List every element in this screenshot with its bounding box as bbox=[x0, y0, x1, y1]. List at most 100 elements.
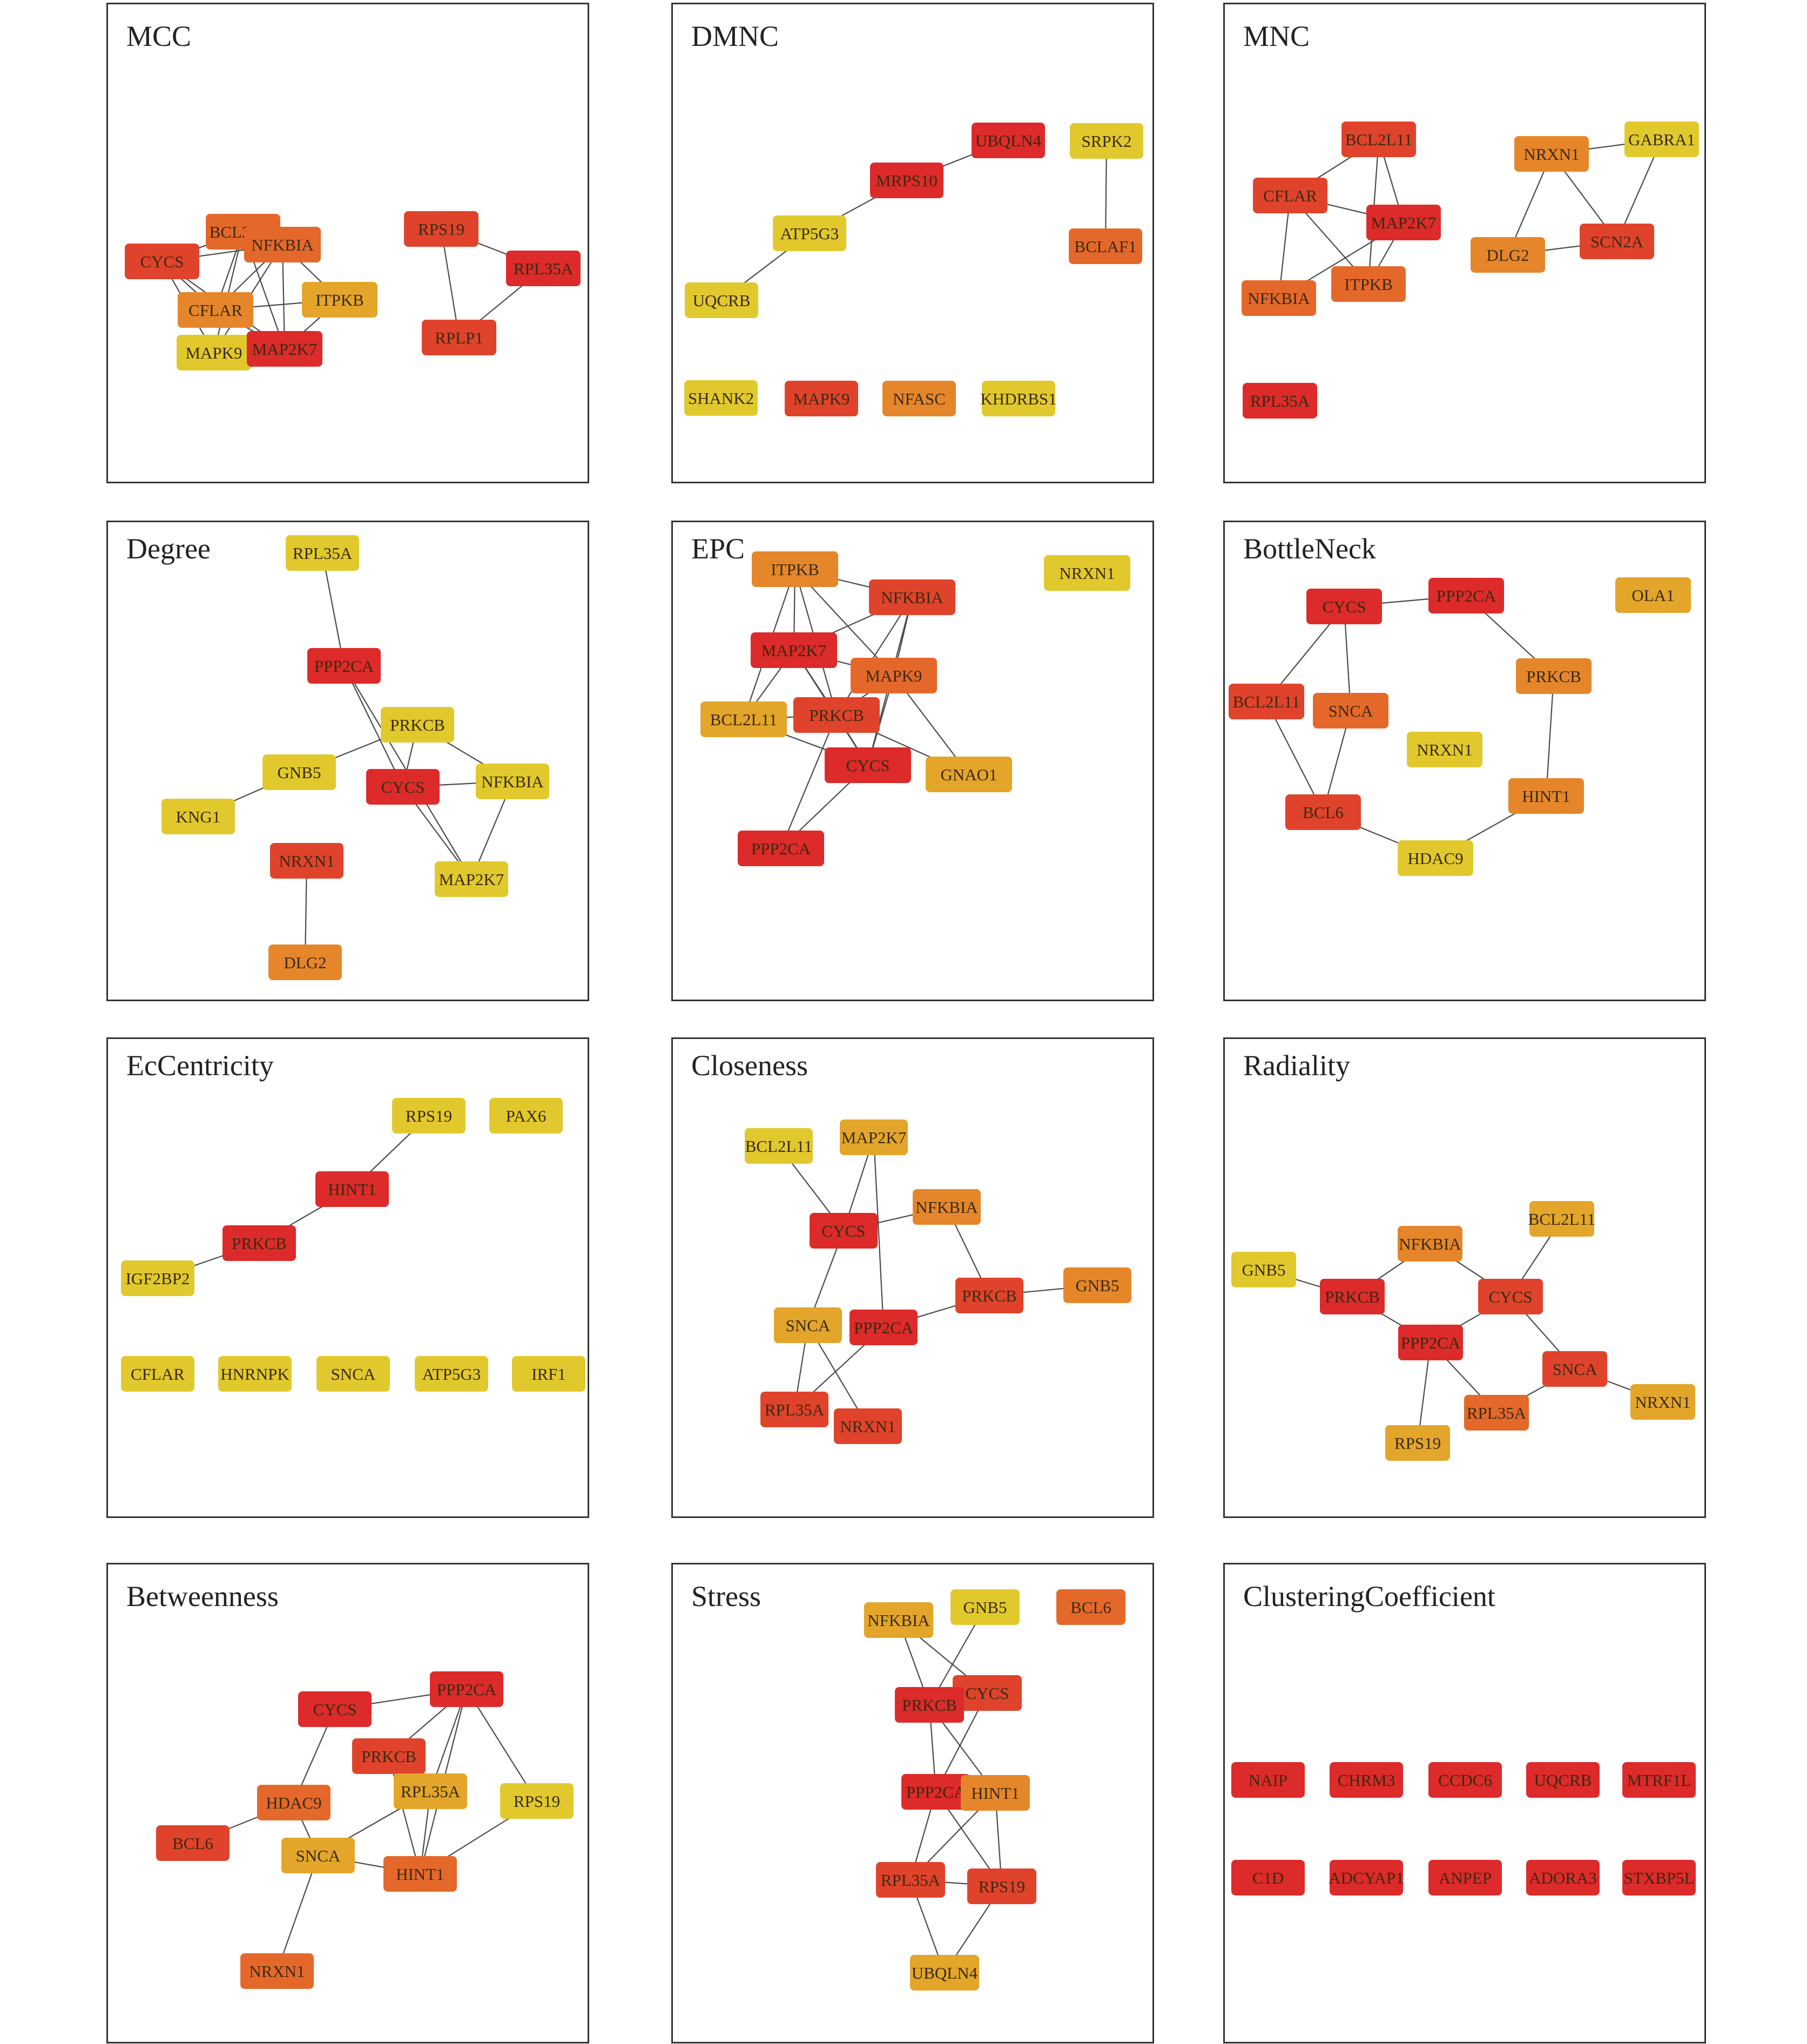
node-ccdc6[interactable]: CCDC6 bbox=[1428, 1762, 1502, 1798]
node-rpl35a[interactable]: RPL35A bbox=[876, 1862, 945, 1898]
node-snca[interactable]: SNCA bbox=[774, 1307, 842, 1343]
node-rps19[interactable]: RPS19 bbox=[1385, 1425, 1450, 1461]
node-prkcb[interactable]: PRKCB bbox=[1516, 658, 1592, 694]
node-irf1[interactable]: IRF1 bbox=[512, 1356, 585, 1392]
node-prkcb[interactable]: PRKCB bbox=[955, 1278, 1023, 1313]
node-rpl35a[interactable]: RPL35A bbox=[1243, 383, 1317, 419]
node-cycs[interactable]: CYCS bbox=[366, 769, 440, 805]
node-cflar[interactable]: CFLAR bbox=[1253, 178, 1327, 213]
node-ppp2ca[interactable]: PPP2CA bbox=[901, 1774, 970, 1810]
node-pax6[interactable]: PAX6 bbox=[489, 1098, 563, 1134]
node-nrxn1[interactable]: NRXN1 bbox=[834, 1408, 902, 1444]
node-snca[interactable]: SNCA bbox=[316, 1356, 390, 1392]
node-hdac9[interactable]: HDAC9 bbox=[257, 1785, 331, 1820]
node-nfkbia[interactable]: NFKBIA bbox=[864, 1602, 933, 1638]
node-adcyap1[interactable]: ADCYAP1 bbox=[1329, 1860, 1404, 1895]
node-cflar[interactable]: CFLAR bbox=[178, 292, 253, 328]
node-bcl6[interactable]: BCL6 bbox=[1285, 794, 1361, 830]
node-gabra1[interactable]: GABRA1 bbox=[1624, 122, 1699, 157]
node-kng1[interactable]: KNG1 bbox=[161, 799, 235, 834]
node-dlg2[interactable]: DLG2 bbox=[1471, 237, 1545, 273]
node-dlg2[interactable]: DLG2 bbox=[268, 945, 342, 980]
node-hint1[interactable]: HINT1 bbox=[315, 1171, 389, 1207]
node-cycs[interactable]: CYCS bbox=[825, 747, 911, 783]
node-prkcb[interactable]: PRKCB bbox=[352, 1738, 426, 1774]
node-prkcb[interactable]: PRKCB bbox=[895, 1687, 964, 1723]
node-igf2bp2[interactable]: IGF2BP2 bbox=[121, 1260, 194, 1296]
node-nfkbia[interactable]: NFKBIA bbox=[1398, 1226, 1462, 1262]
node-map2k7[interactable]: MAP2K7 bbox=[247, 331, 322, 367]
node-srpk2[interactable]: SRPK2 bbox=[1070, 123, 1143, 159]
node-bcl2l11[interactable]: BCL2L11 bbox=[745, 1128, 813, 1164]
node-nrxn1[interactable]: NRXN1 bbox=[1407, 732, 1482, 767]
node-mapk9[interactable]: MAPK9 bbox=[177, 335, 251, 370]
node-gnao1[interactable]: GNAO1 bbox=[926, 757, 1012, 792]
node-prkcb[interactable]: PRKCB bbox=[1320, 1279, 1385, 1314]
node-mtrf1l[interactable]: MTRF1L bbox=[1622, 1762, 1696, 1798]
node-rps19[interactable]: RPS19 bbox=[392, 1098, 466, 1134]
node-nfasc[interactable]: NFASC bbox=[882, 381, 956, 416]
node-cycs[interactable]: CYCS bbox=[125, 244, 199, 279]
node-atp5g3[interactable]: ATP5G3 bbox=[773, 215, 846, 251]
node-itpkb[interactable]: ITPKB bbox=[302, 282, 377, 318]
node-ppp2ca[interactable]: PPP2CA bbox=[738, 831, 824, 866]
node-mapk9[interactable]: MAPK9 bbox=[851, 658, 937, 693]
node-hdac9[interactable]: HDAC9 bbox=[1398, 840, 1473, 876]
node-rps19[interactable]: RPS19 bbox=[404, 211, 478, 247]
node-naip[interactable]: NAIP bbox=[1231, 1762, 1305, 1798]
node-hint1[interactable]: HINT1 bbox=[961, 1775, 1030, 1811]
node-map2k7[interactable]: MAP2K7 bbox=[1366, 205, 1441, 240]
node-rpl35a[interactable]: RPL35A bbox=[1464, 1395, 1529, 1431]
node-nfkbia[interactable]: NFKBIA bbox=[244, 227, 321, 262]
node-itpkb[interactable]: ITPKB bbox=[752, 551, 838, 587]
node-gnb5[interactable]: GNB5 bbox=[950, 1589, 1020, 1625]
node-nrxn1[interactable]: NRXN1 bbox=[270, 843, 343, 879]
node-ppp2ca[interactable]: PPP2CA bbox=[849, 1310, 918, 1345]
node-bcl6[interactable]: BCL6 bbox=[1056, 1589, 1125, 1625]
node-gnb5[interactable]: GNB5 bbox=[1231, 1252, 1296, 1287]
node-nfkbia[interactable]: NFKBIA bbox=[476, 764, 549, 799]
node-itpkb[interactable]: ITPKB bbox=[1331, 266, 1406, 302]
node-hint1[interactable]: HINT1 bbox=[383, 1856, 457, 1892]
node-prkcb[interactable]: PRKCB bbox=[793, 697, 880, 733]
node-scn2a[interactable]: SCN2A bbox=[1580, 224, 1654, 259]
node-ubqln4[interactable]: UBQLN4 bbox=[972, 123, 1045, 158]
node-rpl35a[interactable]: RPL35A bbox=[760, 1392, 828, 1427]
node-anpep[interactable]: ANPEP bbox=[1428, 1860, 1502, 1895]
node-nrxn1[interactable]: NRXN1 bbox=[1044, 555, 1130, 591]
node-bcl2l11[interactable]: BCL2L11 bbox=[700, 701, 787, 737]
node-uqcrb[interactable]: UQCRB bbox=[1526, 1762, 1600, 1798]
node-chrm3[interactable]: CHRM3 bbox=[1330, 1762, 1403, 1798]
node-bcl2l11[interactable]: BCL2L11 bbox=[1528, 1201, 1596, 1237]
node-ppp2ca[interactable]: PPP2CA bbox=[1398, 1325, 1463, 1360]
node-gnb5[interactable]: GNB5 bbox=[262, 754, 336, 790]
node-mapk9[interactable]: MAPK9 bbox=[785, 381, 858, 416]
node-snca[interactable]: SNCA bbox=[281, 1838, 355, 1873]
node-snca[interactable]: SNCA bbox=[1313, 693, 1388, 728]
node-shank2[interactable]: SHANK2 bbox=[684, 380, 758, 416]
node-ppp2ca[interactable]: PPP2CA bbox=[307, 648, 381, 684]
node-rplp1[interactable]: RPLP1 bbox=[422, 320, 496, 355]
node-bcl2l11[interactable]: BCL2L11 bbox=[1229, 684, 1304, 719]
node-nrxn1[interactable]: NRXN1 bbox=[1630, 1384, 1695, 1420]
node-snca[interactable]: SNCA bbox=[1542, 1351, 1607, 1387]
node-rpl35a[interactable]: RPL35A bbox=[394, 1773, 467, 1809]
node-ubqln4[interactable]: UBQLN4 bbox=[910, 1955, 979, 1991]
node-ppp2ca[interactable]: PPP2CA bbox=[430, 1671, 503, 1707]
node-bclaf1[interactable]: BCLAF1 bbox=[1069, 228, 1142, 264]
node-map2k7[interactable]: MAP2K7 bbox=[751, 632, 837, 668]
node-nfkbia[interactable]: NFKBIA bbox=[1242, 280, 1316, 316]
node-gnb5[interactable]: GNB5 bbox=[1063, 1267, 1131, 1303]
node-cycs[interactable]: CYCS bbox=[298, 1691, 372, 1727]
node-map2k7[interactable]: MAP2K7 bbox=[840, 1119, 908, 1155]
node-map2k7[interactable]: MAP2K7 bbox=[435, 861, 508, 897]
node-prkcb[interactable]: PRKCB bbox=[381, 707, 454, 743]
node-rps19[interactable]: RPS19 bbox=[500, 1783, 574, 1819]
node-nfkbia[interactable]: NFKBIA bbox=[913, 1189, 981, 1225]
node-bcl6[interactable]: BCL6 bbox=[156, 1825, 230, 1861]
node-ppp2ca[interactable]: PPP2CA bbox=[1428, 578, 1504, 613]
node-cycs[interactable]: CYCS bbox=[1478, 1279, 1543, 1314]
node-mrps10[interactable]: MRPS10 bbox=[870, 163, 943, 198]
node-cycs[interactable]: CYCS bbox=[810, 1213, 878, 1249]
node-nfkbia[interactable]: NFKBIA bbox=[869, 579, 955, 615]
